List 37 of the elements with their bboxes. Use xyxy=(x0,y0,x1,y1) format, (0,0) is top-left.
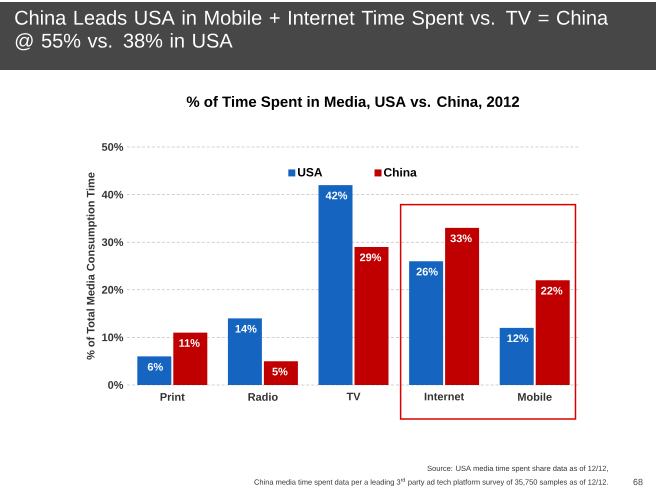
data-label: 14% xyxy=(236,324,257,333)
bar xyxy=(409,261,444,385)
data-label: 42% xyxy=(326,192,348,200)
bar xyxy=(137,356,172,385)
bar xyxy=(354,246,389,385)
bar xyxy=(536,280,570,385)
x-tick-label: Print xyxy=(160,392,185,401)
data-label: 29% xyxy=(360,253,382,262)
data-label: 11% xyxy=(179,339,200,347)
bar xyxy=(318,185,353,385)
data-label: 26% xyxy=(416,268,438,276)
bar xyxy=(173,332,208,385)
bar xyxy=(500,328,534,385)
y-tick-label: 20% xyxy=(102,286,124,294)
bar xyxy=(445,228,480,385)
x-tick-label: Mobile xyxy=(518,392,552,401)
y-tick-label: 0% xyxy=(108,381,124,389)
y-axis-title: % of Total Media Consumption Time xyxy=(86,172,97,360)
bar xyxy=(264,361,298,385)
legend-label: China xyxy=(384,168,417,177)
y-tick-label: 10% xyxy=(102,334,124,342)
data-label: 6% xyxy=(148,362,163,371)
text: 68 xyxy=(633,478,643,486)
x-tick-label: Internet xyxy=(424,392,464,400)
y-tick-label: 50% xyxy=(102,143,124,151)
data-label: 22% xyxy=(541,286,562,295)
y-tick-label: 30% xyxy=(102,238,124,246)
bar xyxy=(228,318,262,385)
data-label: 33% xyxy=(450,234,472,242)
data-label: 5% xyxy=(272,368,288,376)
x-tick-label: TV xyxy=(346,392,360,400)
chart-title: China Leads USA in Mobile + Internet Time Spent vs. TV = China @ 55% vs. 38% in USA xyxy=(15,10,608,50)
x-tick-label: Radio xyxy=(248,392,278,401)
chart-subtitle: % of Time Spent in Media, USA vs. China, 2012 xyxy=(186,96,520,110)
y-tick-label: 40% xyxy=(102,190,124,198)
legend-label: USA xyxy=(298,168,322,176)
data-label: 12% xyxy=(507,334,528,342)
